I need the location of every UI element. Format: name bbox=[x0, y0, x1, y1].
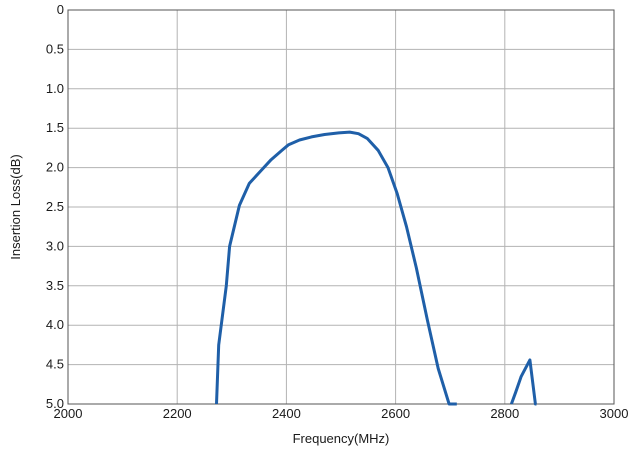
x-tick-label: 2600 bbox=[381, 406, 410, 421]
y-tick-label: 0 bbox=[57, 2, 64, 17]
insertion-loss-line bbox=[215, 130, 457, 406]
x-tick-label: 2800 bbox=[490, 406, 519, 421]
insertion-loss-line bbox=[509, 358, 537, 406]
series-group bbox=[215, 130, 537, 406]
y-axis-label: Insertion Loss(dB) bbox=[8, 154, 23, 260]
y-tick-label: 1.5 bbox=[46, 120, 64, 135]
y-tick-label: 4.5 bbox=[46, 357, 64, 372]
x-tick-label: 3000 bbox=[600, 406, 629, 421]
y-tick-label: 3.5 bbox=[46, 278, 64, 293]
x-tick-label: 2000 bbox=[54, 406, 83, 421]
x-axis-ticks: 2000 2200 2400 2600 2800 3000 bbox=[54, 406, 629, 421]
y-tick-label: 2.0 bbox=[46, 160, 64, 175]
x-axis-label: Frequency(MHz) bbox=[293, 431, 390, 446]
x-tick-label: 2200 bbox=[163, 406, 192, 421]
y-tick-label: 4.0 bbox=[46, 317, 64, 332]
plot-frame bbox=[67, 9, 615, 405]
y-tick-label: 1.0 bbox=[46, 81, 64, 96]
y-tick-label: 5.0 bbox=[46, 396, 64, 411]
y-tick-label: 3.0 bbox=[46, 238, 64, 253]
grid bbox=[68, 10, 614, 404]
y-tick-label: 0.5 bbox=[46, 41, 64, 56]
y-tick-label: 2.5 bbox=[46, 199, 64, 214]
x-tick-label: 2400 bbox=[272, 406, 301, 421]
y-axis-ticks: 0 0.5 1.0 1.5 2.0 2.5 3.0 3.5 4.0 4.5 5.0 bbox=[46, 2, 64, 411]
